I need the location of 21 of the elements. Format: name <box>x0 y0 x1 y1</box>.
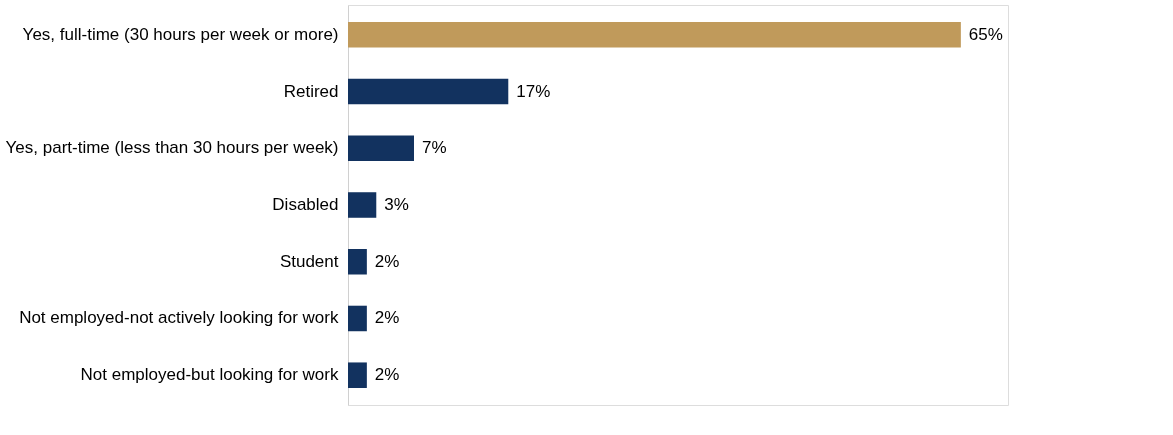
bar <box>348 305 367 332</box>
y-tick-label: Disabled <box>272 195 339 214</box>
y-tick-label: Yes, full-time (30 hours per week or more) <box>22 24 339 44</box>
y-tick-label: Not employed-not actively looking for work <box>19 308 339 328</box>
bar <box>348 135 414 162</box>
data-label: 2% <box>374 251 400 271</box>
y-tick-label: Student <box>279 251 339 271</box>
bar <box>348 248 367 275</box>
y-tick-label: Retired <box>283 81 339 101</box>
data-label: 7% <box>422 138 447 158</box>
bar <box>348 362 367 388</box>
bar <box>348 192 377 218</box>
data-label: 65% <box>968 24 1003 44</box>
y-tick-label: Not employed-but looking for work <box>80 365 339 385</box>
y-tick-label: Yes, part-time (less than 30 hours per week) <box>5 138 339 158</box>
data-label: 3% <box>384 195 409 214</box>
data-label: 2% <box>374 308 400 328</box>
bar <box>348 22 961 48</box>
data-label: 2% <box>374 365 400 385</box>
data-label: 17% <box>516 81 551 101</box>
bar <box>348 78 509 105</box>
